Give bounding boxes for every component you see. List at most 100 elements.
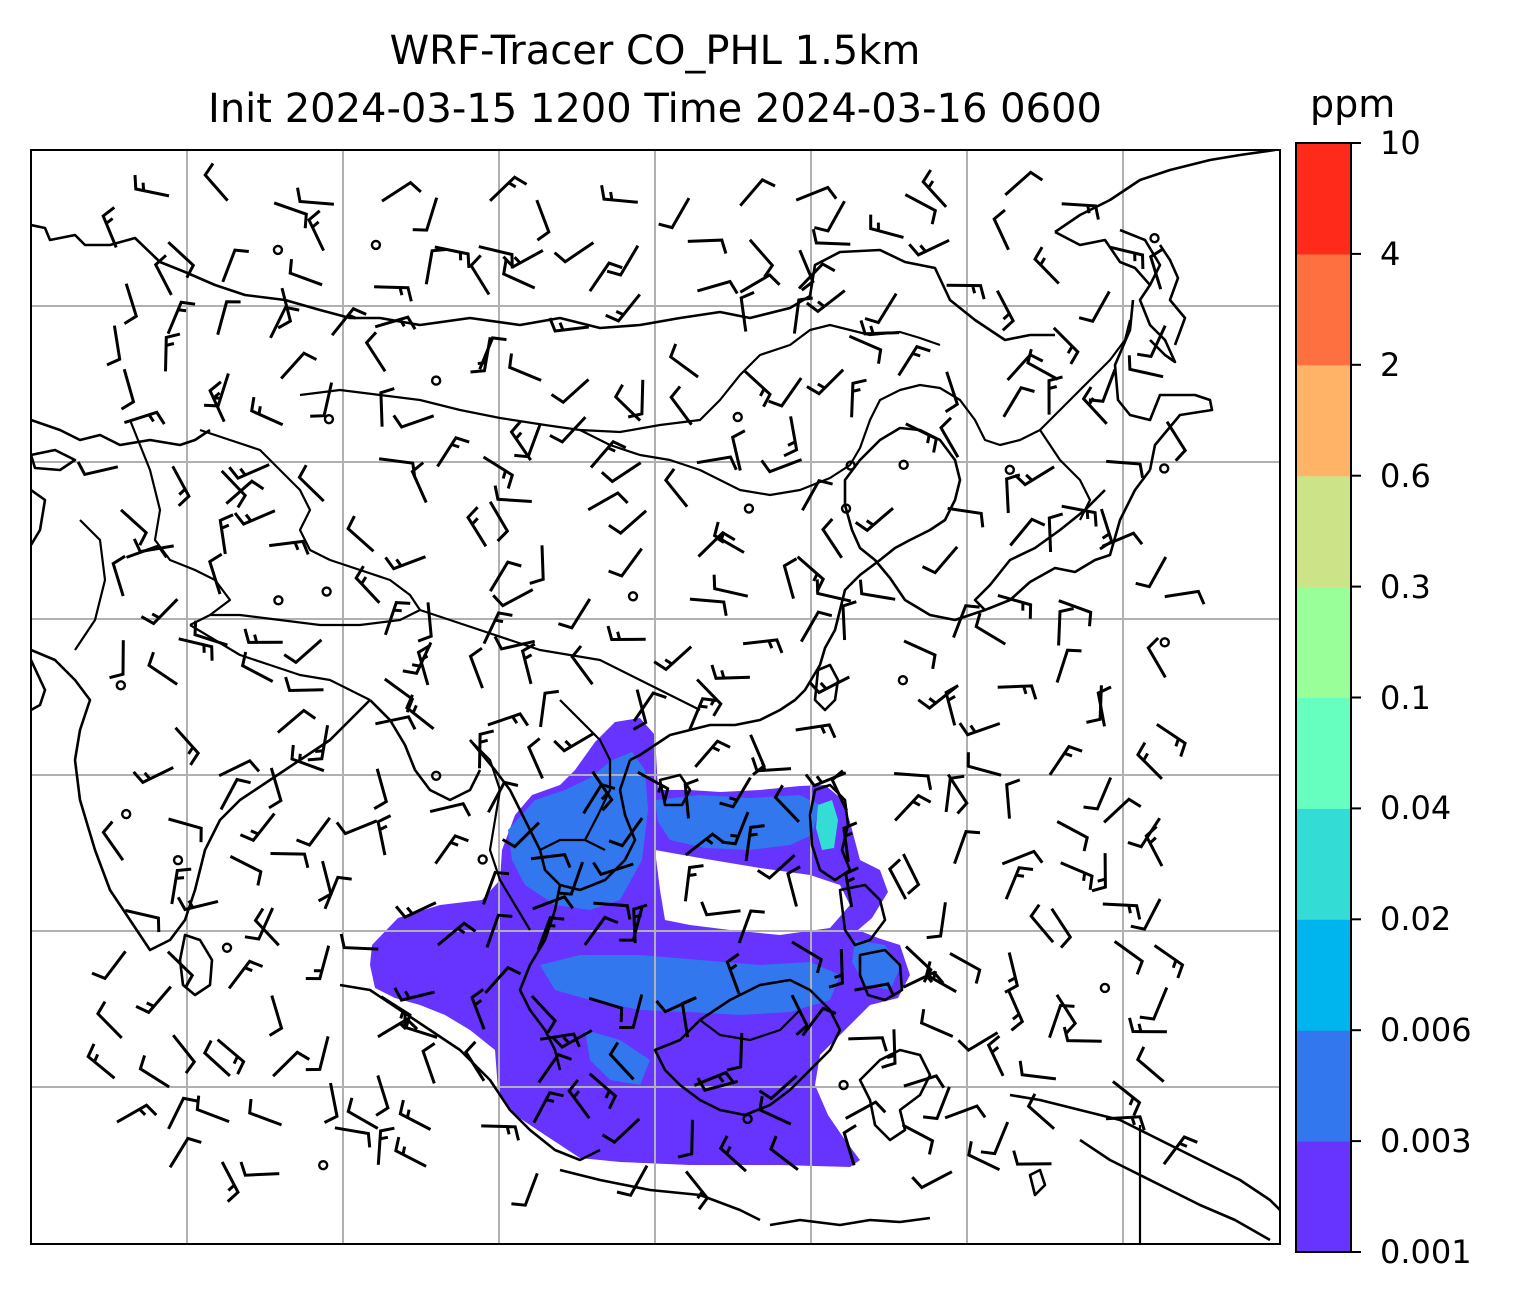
wind-barb [952, 604, 980, 639]
calm-wind-circle [1004, 464, 1016, 476]
coast-manchuria [1113, 299, 1214, 471]
wind-barb [992, 208, 1010, 251]
wind-barb [919, 1008, 954, 1038]
wind-barb [379, 387, 395, 427]
wind-barb [166, 300, 196, 335]
calm-wind-circle [120, 808, 132, 820]
wind-barb [1128, 1017, 1167, 1034]
wind-barb [1136, 741, 1163, 780]
wind-barb [721, 811, 750, 846]
wind-barb [786, 865, 801, 907]
wind-barb [897, 344, 931, 377]
gridlines [31, 150, 1280, 1244]
wind-barb [244, 907, 275, 941]
wind-barb [696, 455, 738, 471]
wind-barb [170, 867, 192, 905]
coast-borneo [653, 978, 842, 1117]
wind-barb [797, 262, 836, 290]
coast-kamchatka [1054, 230, 1177, 364]
wind-barb [944, 371, 960, 414]
wind-barb [844, 866, 860, 908]
wind-barb [132, 766, 174, 785]
wind-barb [1012, 1150, 1052, 1166]
wind-barb [805, 289, 846, 314]
wind-barb [101, 820, 125, 861]
wind-barb [693, 1070, 736, 1087]
wind-barb [253, 907, 280, 947]
wind-barb [1061, 504, 1098, 527]
wind-barb [233, 509, 276, 526]
wind-barb [549, 416, 587, 444]
wind-barb [167, 241, 196, 279]
calm-wind-circle [732, 411, 743, 423]
wind-barb [1013, 465, 1055, 487]
border-laos-vietnam [559, 699, 612, 841]
wind-barb [493, 485, 532, 503]
wind-barb [116, 1103, 158, 1124]
wind-barb [392, 414, 435, 429]
colorbar-swatch [1296, 1030, 1351, 1142]
wind-barb [323, 875, 352, 910]
wind-barb [632, 691, 667, 722]
wind-barb [520, 642, 536, 685]
wind-barb [270, 852, 310, 869]
wind-barb [1106, 459, 1145, 479]
coast-sulawesi [858, 1048, 932, 1142]
wind-barb [436, 436, 470, 468]
calm-wind-circle [1159, 637, 1170, 648]
wind-barb [632, 903, 648, 944]
wind-barb [903, 639, 937, 670]
colorbar-tick-label: 0.1 [1380, 678, 1431, 717]
wind-barb [808, 675, 850, 695]
wind-barb [346, 515, 375, 553]
wind-barb [310, 382, 334, 418]
wind-barb [726, 1032, 744, 1072]
wind-barb [273, 201, 308, 229]
wind-barb [339, 933, 379, 951]
colorbar-swatch [1296, 697, 1351, 809]
coast-china-east [629, 426, 986, 762]
wind-barb [1146, 636, 1167, 679]
wind-barb [171, 465, 191, 507]
wind-barb [864, 292, 898, 325]
wind-barb [557, 598, 592, 630]
wind-barb [530, 852, 572, 869]
wind-barb [550, 378, 590, 405]
wind-barb [421, 1042, 436, 1084]
wind-barb [663, 468, 689, 508]
calm-wind-circle [1099, 982, 1111, 994]
wind-barb [739, 273, 781, 294]
wind-barb [619, 906, 644, 942]
wind-barb [800, 610, 833, 643]
colorbar-swatch [1296, 143, 1351, 255]
coast-bay-of-bengal [369, 699, 482, 802]
wind-barb [1057, 607, 1074, 646]
wind-barb [791, 940, 823, 974]
wind-barb [535, 199, 551, 242]
wind-barb [410, 461, 428, 504]
wind-barb [208, 380, 226, 423]
wind-barb [944, 1104, 987, 1120]
wind-barb [1058, 599, 1093, 627]
wind-barb [290, 744, 325, 773]
wind-barb [469, 254, 491, 296]
wind-barb [202, 1039, 231, 1078]
wind-barb [305, 945, 331, 981]
coast-japan [1119, 228, 1162, 286]
calm-wind-circle [321, 586, 332, 597]
wind-barb [687, 238, 728, 254]
wind-barb [957, 1031, 999, 1052]
wind-barb [924, 961, 957, 994]
colorbar-tick-label: 0.04 [1380, 789, 1452, 828]
wind-barb [1007, 989, 1025, 1032]
wind-barb [842, 1124, 857, 1166]
wind-barb [608, 509, 648, 535]
wind-barb [243, 628, 283, 644]
wind-barb [489, 175, 528, 202]
wind-barb [508, 353, 542, 382]
wind-barb [1078, 290, 1111, 323]
wind-barb [1050, 907, 1073, 949]
wind-barb [848, 334, 883, 364]
wind-barb [374, 315, 417, 330]
wind-barb [1136, 324, 1167, 359]
